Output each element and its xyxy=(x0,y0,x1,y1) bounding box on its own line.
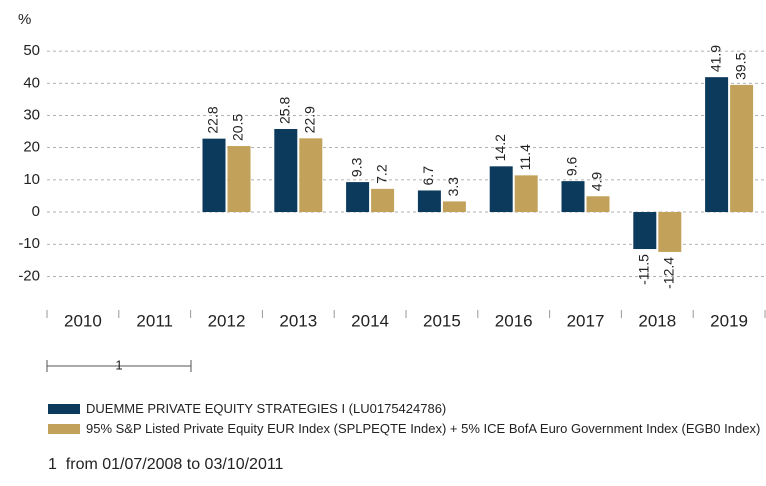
x-tick-label: 2015 xyxy=(423,311,461,330)
value-label: 20.5 xyxy=(230,114,246,141)
footnote-marker: 1 xyxy=(48,456,57,473)
footnote: 1 from 01/07/2008 to 03/10/2011 xyxy=(48,456,283,474)
value-label: 11.4 xyxy=(517,144,533,170)
bar xyxy=(633,212,657,250)
bar xyxy=(417,190,441,213)
bar xyxy=(514,175,538,213)
bar xyxy=(442,201,466,213)
legend-item: 95% S&P Listed Private Equity EUR Index … xyxy=(48,422,766,436)
bar xyxy=(202,138,226,213)
legend-text: 95% S&P Listed Private Equity EUR Index … xyxy=(86,421,761,436)
value-label: 22.8 xyxy=(205,106,221,133)
y-tick-label: -20 xyxy=(18,267,40,284)
x-tick-label: 2016 xyxy=(495,311,533,330)
value-label: 9.6 xyxy=(564,156,580,176)
value-label: 25.8 xyxy=(277,97,293,124)
y-tick-label: 30 xyxy=(23,106,40,123)
y-tick-label: -10 xyxy=(18,235,40,252)
value-label: 14.2 xyxy=(492,134,508,161)
x-tick-label: 2012 xyxy=(208,311,246,330)
y-axis-label: % xyxy=(18,11,31,28)
value-label: 22.9 xyxy=(302,106,318,133)
x-tick-label: 2010 xyxy=(64,311,102,330)
value-label: -11.5 xyxy=(636,254,652,285)
value-label: 6.7 xyxy=(420,166,436,186)
value-label: 3.3 xyxy=(445,177,461,197)
legend-swatch xyxy=(48,424,80,434)
bar xyxy=(274,128,298,213)
legend-text: DUEMME PRIVATE EQUITY STRATEGIES I (LU01… xyxy=(86,401,447,416)
y-tick-label: 50 xyxy=(23,42,40,59)
bar xyxy=(346,182,370,213)
x-tick-label: 2011 xyxy=(136,311,173,330)
x-tick-label: 2019 xyxy=(710,311,748,330)
value-label: 4.9 xyxy=(589,172,605,192)
bar xyxy=(730,84,754,213)
bar xyxy=(227,146,251,213)
bar xyxy=(371,188,395,213)
annotation-label: 1 xyxy=(115,357,122,372)
value-label: 9.3 xyxy=(348,157,364,177)
x-tick-label: 2014 xyxy=(351,311,389,330)
x-tick-label: 2018 xyxy=(638,311,676,330)
legend-item: DUEMME PRIVATE EQUITY STRATEGIES I (LU01… xyxy=(48,402,766,416)
bar xyxy=(489,166,513,213)
bar xyxy=(658,212,682,252)
bar xyxy=(586,196,610,213)
value-label: -12.4 xyxy=(661,257,677,289)
y-tick-label: 40 xyxy=(23,74,40,91)
x-tick-label: 2017 xyxy=(567,311,605,330)
bar xyxy=(705,77,729,213)
y-tick-label: 20 xyxy=(23,139,40,156)
bar xyxy=(299,138,323,213)
bar xyxy=(561,181,585,213)
value-label: 39.5 xyxy=(732,52,748,79)
value-label: 41.9 xyxy=(707,45,723,72)
x-tick-label: 2013 xyxy=(279,311,317,330)
y-tick-label: 0 xyxy=(32,203,40,220)
value-label: 7.2 xyxy=(373,164,389,184)
legend-swatch xyxy=(48,404,80,414)
y-tick-label: 10 xyxy=(23,171,40,188)
footnote-text: from 01/07/2008 to 03/10/2011 xyxy=(65,456,284,473)
